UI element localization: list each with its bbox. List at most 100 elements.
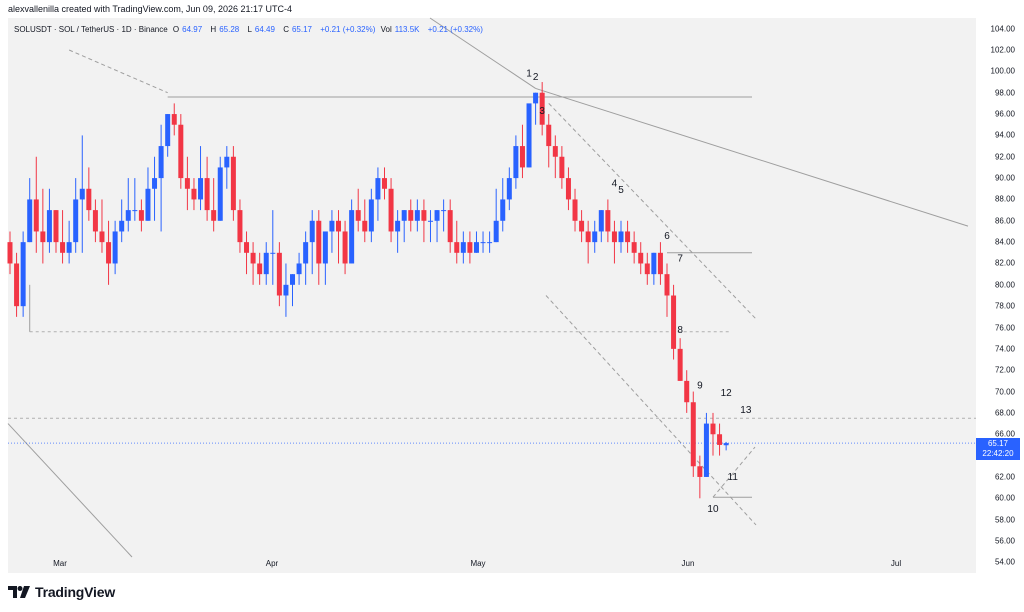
chart-plot-area[interactable] xyxy=(8,18,976,573)
candle-body xyxy=(644,263,650,275)
candle-body xyxy=(526,103,532,168)
candle-body xyxy=(539,92,545,125)
channel-line-bottom xyxy=(712,446,756,498)
candle-body xyxy=(79,188,85,200)
candle-body xyxy=(401,210,407,221)
price-axis-label: 76.00 xyxy=(994,323,1015,333)
candle-body xyxy=(119,220,125,232)
candle-body xyxy=(677,348,683,381)
price-axis[interactable]: 54.0056.0058.0060.0062.0064.0066.0068.00… xyxy=(976,18,1024,573)
candle-body xyxy=(309,220,315,243)
candle-body xyxy=(473,242,479,253)
candle-body xyxy=(171,114,177,125)
tradingview-logo-icon xyxy=(8,586,30,598)
candle-body xyxy=(710,423,716,435)
wave-count-label: 6 xyxy=(664,231,670,242)
candle-body xyxy=(355,210,361,221)
candle-body xyxy=(598,210,604,232)
candle-body xyxy=(27,199,33,243)
price-axis-label: 56.00 xyxy=(994,536,1015,546)
symbol-legend: SOLUSDT · SOL / TetherUS · 1D · Binance … xyxy=(14,25,486,34)
wave-count-label: 7 xyxy=(677,253,683,264)
candle-body xyxy=(60,242,66,253)
symbol-info[interactable]: SOLUSDT · SOL / TetherUS · 1D · Binance xyxy=(14,25,168,34)
resistance-trendline-extension xyxy=(429,17,536,89)
candle-body xyxy=(145,188,151,221)
price-axis-label: 94.00 xyxy=(994,130,1015,140)
price-axis-label: 72.00 xyxy=(994,365,1015,375)
candle-body xyxy=(697,466,703,477)
candle-body xyxy=(723,443,729,446)
candle-body xyxy=(7,242,13,264)
candle-body xyxy=(421,210,427,221)
candle-body xyxy=(184,178,190,189)
candle-body xyxy=(349,210,355,264)
candle-body xyxy=(106,242,112,264)
candle-body xyxy=(329,220,335,232)
candle-body xyxy=(20,242,26,307)
wave-count-label: 9 xyxy=(697,380,703,391)
candle-body xyxy=(493,220,499,243)
close-value: C 65.17 xyxy=(283,25,312,34)
candle-body xyxy=(690,402,696,467)
candle-body xyxy=(86,188,92,211)
candle-body xyxy=(717,434,723,445)
wave-count-label: 5 xyxy=(618,185,624,196)
price-axis-label: 96.00 xyxy=(994,109,1015,119)
candle-body xyxy=(66,242,72,253)
candle-body xyxy=(605,210,611,232)
candle-body xyxy=(138,210,144,221)
volume-change: +0.21 (+0.32%) xyxy=(427,25,483,34)
volume-value: Vol 113.5K xyxy=(380,25,420,34)
candle-body xyxy=(204,178,210,211)
candle-body xyxy=(427,220,433,222)
wave-count-label: 3 xyxy=(539,106,545,117)
candle-body xyxy=(132,210,138,212)
candle-body xyxy=(395,220,401,232)
candle-body xyxy=(592,231,598,243)
time-axis-label: Jun xyxy=(681,559,695,568)
time-axis-label: May xyxy=(470,559,486,568)
price-axis-label: 90.00 xyxy=(994,173,1015,183)
candle-body xyxy=(362,220,368,232)
channel-line-lower xyxy=(545,295,757,526)
last-price-tag: 65.17 22:42:20 xyxy=(976,438,1020,461)
candle-body xyxy=(250,252,256,264)
candle-body xyxy=(513,146,519,179)
wave-count-label: 13 xyxy=(740,405,752,416)
wave-count-label: 12 xyxy=(721,388,733,399)
chart-credit: alexvallenilla created with TradingView.… xyxy=(8,4,292,14)
candle-body xyxy=(73,199,79,243)
wave-count-label: 10 xyxy=(707,504,719,515)
wave-count-label: 2 xyxy=(533,72,539,83)
candle-body xyxy=(165,114,171,147)
candle-body xyxy=(33,199,39,232)
candle-body xyxy=(152,178,158,189)
price-axis-label: 84.00 xyxy=(994,237,1015,247)
candle-body xyxy=(53,210,59,243)
price-axis-label: 80.00 xyxy=(994,280,1015,290)
price-axis-label: 68.00 xyxy=(994,408,1015,418)
candle-body xyxy=(572,199,578,221)
candle-body xyxy=(664,274,670,296)
candle-body xyxy=(506,178,512,200)
candle-body xyxy=(414,210,420,221)
candle-body xyxy=(217,167,223,221)
candle-body xyxy=(211,210,217,221)
candle-body xyxy=(447,210,453,243)
candle-body xyxy=(467,242,473,253)
candle-body xyxy=(579,220,585,232)
price-axis-label: 54.00 xyxy=(994,557,1015,567)
candle-body xyxy=(283,284,289,296)
candle-body xyxy=(336,220,341,232)
tradingview-logo[interactable]: TradingView xyxy=(8,584,115,600)
price-axis-label: 102.00 xyxy=(990,45,1015,55)
candle-body xyxy=(546,124,552,147)
price-axis-label: 92.00 xyxy=(994,152,1015,162)
candle-body xyxy=(263,252,269,275)
price-axis-label: 88.00 xyxy=(994,194,1015,204)
wave-count-label: 1 xyxy=(526,69,532,80)
candle-body xyxy=(158,146,164,179)
wave-count-label: 8 xyxy=(677,325,683,336)
time-axis-label: Mar xyxy=(53,559,67,568)
